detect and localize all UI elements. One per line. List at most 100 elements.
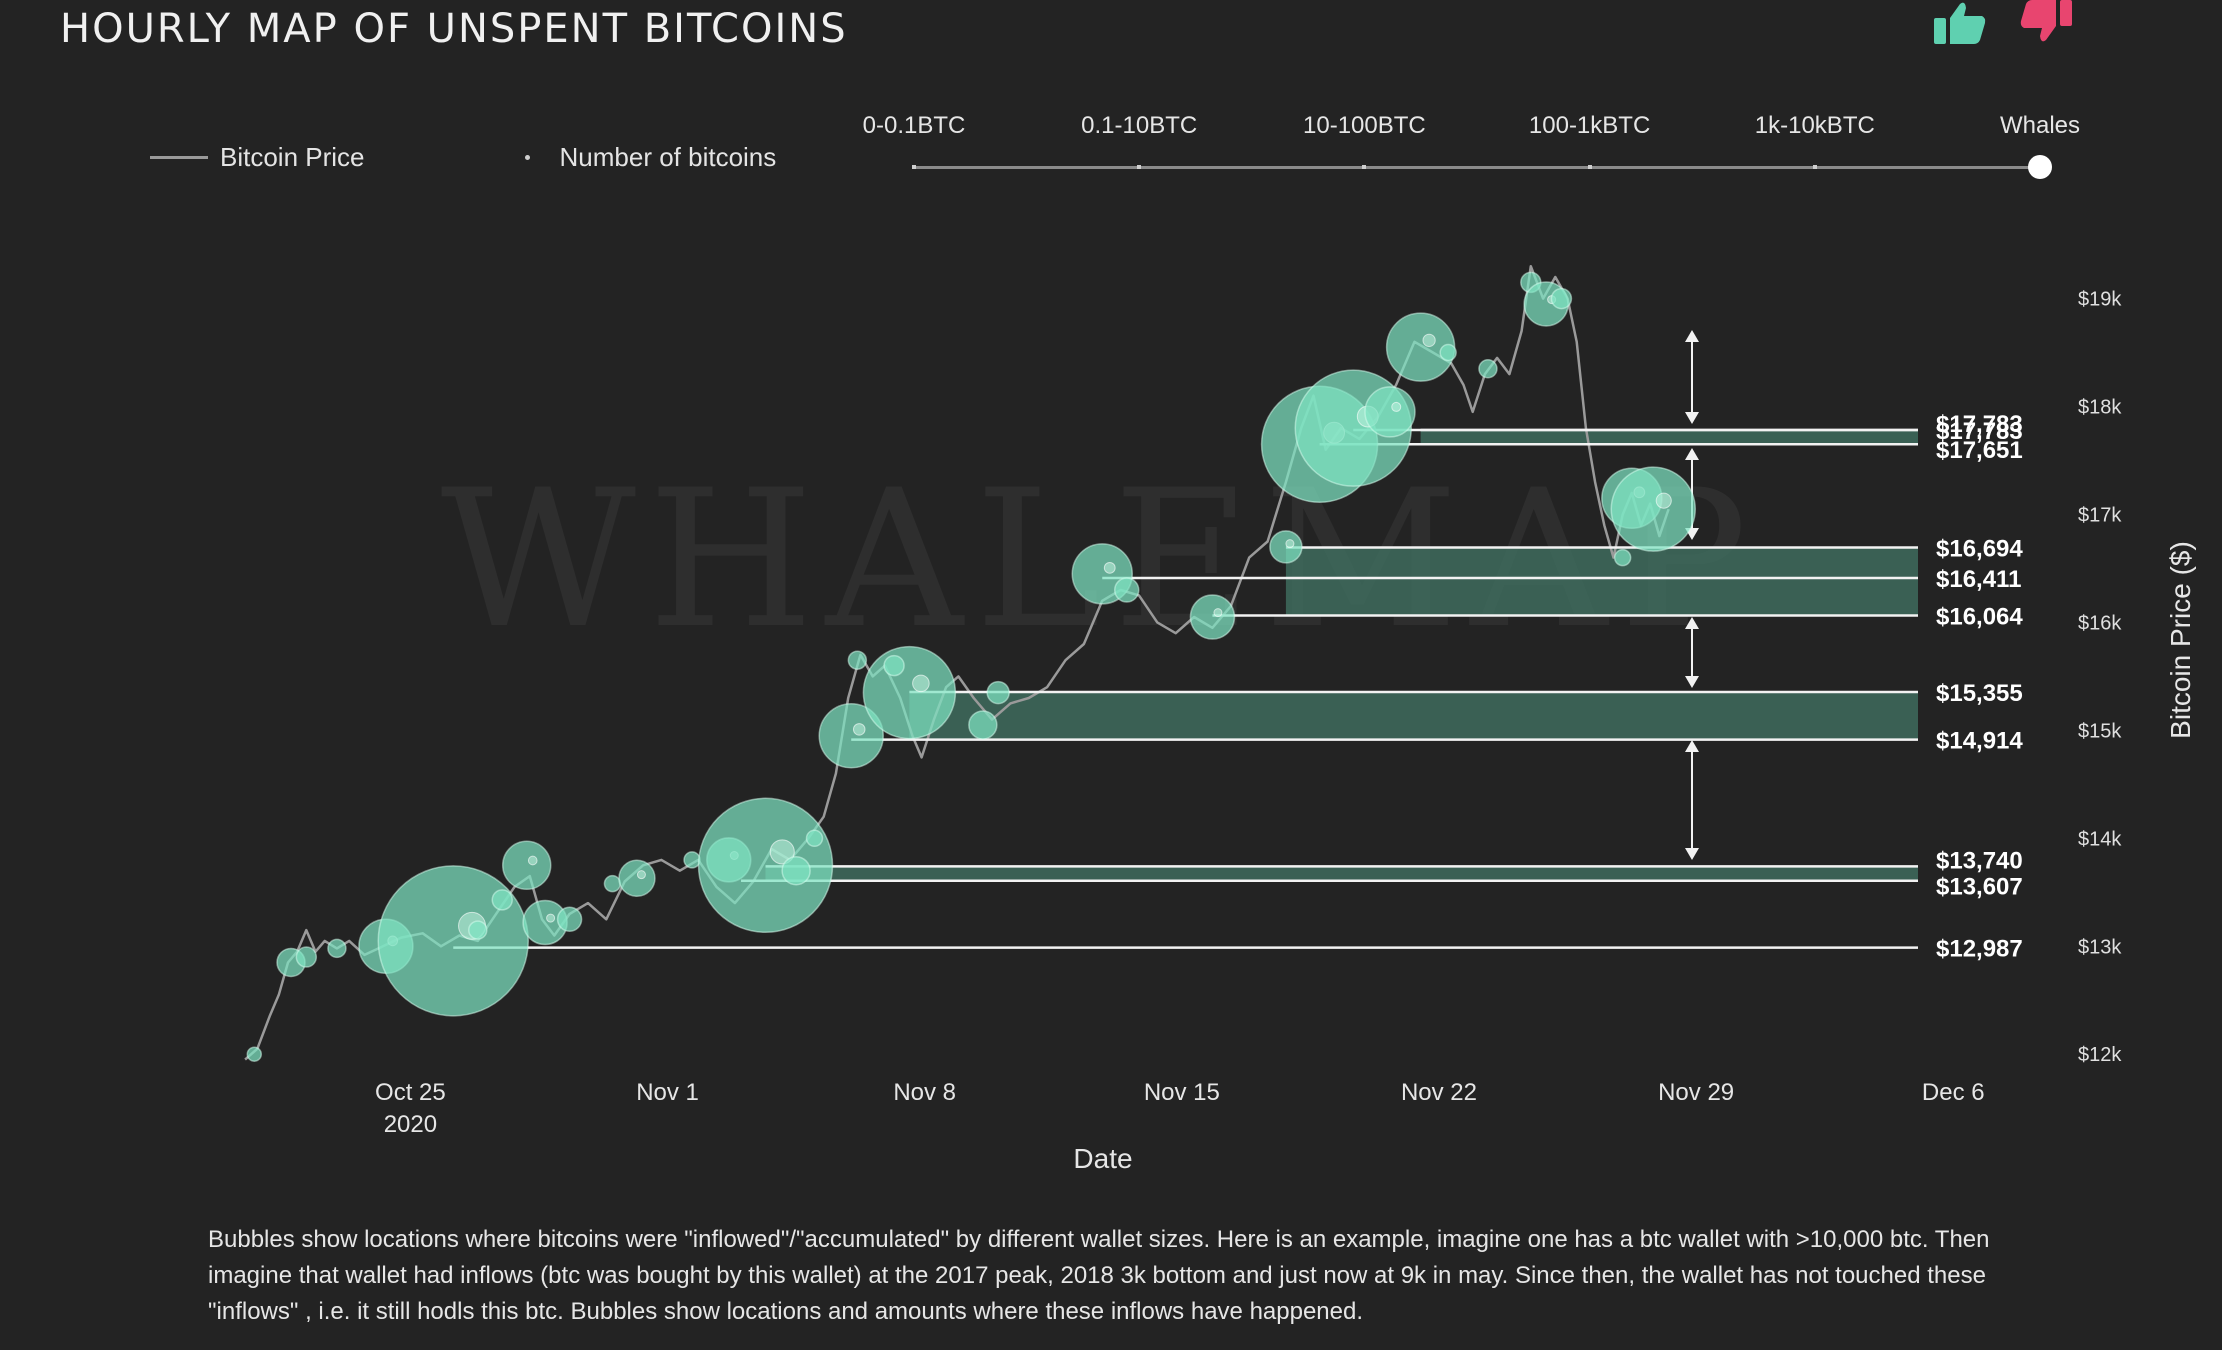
size-option-2[interactable]: 10-100BTC bbox=[1303, 112, 1426, 139]
bubble-marker[interactable] bbox=[968, 710, 998, 740]
bubble-marker[interactable] bbox=[697, 797, 834, 934]
legend-bubbles-label[interactable]: Number of bitcoins bbox=[559, 142, 777, 172]
bubble-marker[interactable] bbox=[847, 650, 868, 670]
slider-tick[interactable] bbox=[1362, 165, 1367, 169]
bubble-inner-marker[interactable] bbox=[1391, 401, 1402, 412]
support-band bbox=[1420, 429, 1918, 445]
bubble-inner-marker[interactable] bbox=[852, 723, 866, 736]
size-option-4[interactable]: 1k-10kBTC bbox=[1754, 112, 1875, 139]
gap-arrow-head-up bbox=[1685, 448, 1699, 460]
x-tick-label: Nov 1 bbox=[636, 1079, 699, 1106]
x-axis-title: Date bbox=[1073, 1143, 1132, 1174]
bubble-marker[interactable] bbox=[603, 874, 622, 893]
slider-tick[interactable] bbox=[1587, 165, 1592, 169]
bubble-marker[interactable] bbox=[1613, 548, 1632, 567]
level-label: $13,740 bbox=[1936, 847, 2023, 874]
bubble-marker[interactable] bbox=[805, 829, 824, 848]
bubble-marker[interactable] bbox=[556, 906, 583, 933]
bubble-inner-marker[interactable] bbox=[1422, 333, 1436, 347]
bubble-marker[interactable] bbox=[1610, 466, 1697, 552]
bubble-marker[interactable] bbox=[295, 946, 318, 968]
bubble-marker[interactable] bbox=[986, 680, 1010, 705]
bubble-marker[interactable] bbox=[883, 654, 905, 677]
x-tick-label: Nov 15 bbox=[1144, 1079, 1220, 1106]
bubble-marker[interactable] bbox=[377, 865, 530, 1017]
bubble-marker[interactable] bbox=[1189, 594, 1236, 640]
x-tick-label: Nov 29 bbox=[1658, 1079, 1734, 1106]
feedback-buttons bbox=[1934, 0, 2072, 44]
thumbs-up-icon[interactable] bbox=[1934, 0, 1986, 44]
slider-tick[interactable] bbox=[1812, 165, 1817, 169]
y-tick-label: $13k bbox=[2078, 936, 2122, 958]
wallet-size-slider[interactable]: 0-0.1BTC 0.1-10BTC 10-100BTC 100-1kBTC 1k-10… bbox=[862, 108, 2092, 188]
bubble-marker[interactable] bbox=[327, 938, 347, 959]
y-tick-label: $15k bbox=[2078, 720, 2122, 742]
bubble-inner-marker[interactable] bbox=[546, 913, 556, 923]
level-label: $15,355 bbox=[1936, 680, 2023, 707]
level-label: $17,783 bbox=[1936, 411, 2023, 438]
bubble-inner-marker[interactable] bbox=[636, 870, 646, 880]
level-label: $16,064 bbox=[1936, 604, 2023, 631]
bubble-marker[interactable] bbox=[683, 851, 701, 869]
bubble-marker[interactable] bbox=[1364, 386, 1416, 438]
x-tick-sublabel: 2020 bbox=[384, 1111, 437, 1138]
level-label: $12,987 bbox=[1936, 936, 2023, 963]
thumbs-down-icon[interactable] bbox=[2020, 0, 2072, 44]
size-option-5[interactable]: Whales bbox=[1999, 112, 2081, 139]
bubble-inner-marker[interactable] bbox=[1285, 539, 1295, 549]
bubble-marker[interactable] bbox=[1439, 343, 1457, 362]
bubble-marker[interactable] bbox=[862, 645, 957, 740]
bubble-marker[interactable] bbox=[1269, 530, 1303, 564]
support-band bbox=[765, 866, 1918, 881]
bubble-inner-marker[interactable] bbox=[1213, 608, 1223, 618]
bubble-marker[interactable] bbox=[491, 889, 513, 911]
bubble-marker[interactable] bbox=[1550, 287, 1573, 310]
level-label: $17,651 bbox=[1936, 437, 2023, 464]
support-band bbox=[909, 692, 1918, 740]
bubble-marker[interactable] bbox=[618, 859, 656, 898]
bubble-marker[interactable] bbox=[246, 1046, 263, 1062]
x-tick-label: Nov 22 bbox=[1401, 1079, 1477, 1106]
price-line-swatch[interactable] bbox=[150, 156, 208, 159]
chart-footnote: Bubbles show locations where bitcoins we… bbox=[208, 1226, 1990, 1325]
y-axis-title: Bitcoin Price ($) bbox=[2165, 541, 2196, 739]
bubble-marker[interactable] bbox=[818, 703, 884, 769]
gap-arrow-head-up bbox=[1685, 740, 1699, 752]
x-tick-label: Dec 6 bbox=[1922, 1079, 1985, 1106]
gap-arrow-head-up bbox=[1685, 617, 1699, 629]
slider-tick[interactable] bbox=[912, 165, 916, 169]
slider-handle[interactable] bbox=[2028, 155, 2052, 179]
bubble-inner-marker[interactable] bbox=[769, 839, 795, 865]
bubble-marker[interactable] bbox=[468, 920, 488, 940]
size-option-1[interactable]: 0.1-10BTC bbox=[1081, 112, 1198, 139]
bubble-inner-marker[interactable] bbox=[1655, 492, 1672, 509]
gap-arrow-head-down bbox=[1685, 412, 1699, 424]
bubble-inner-marker[interactable] bbox=[527, 855, 538, 866]
size-option-3[interactable]: 100-1kBTC bbox=[1528, 112, 1651, 139]
gap-arrow-head-down bbox=[1685, 676, 1699, 688]
size-option-0[interactable]: 0-0.1BTC bbox=[862, 112, 966, 139]
bubble-inner-marker[interactable] bbox=[1103, 561, 1116, 574]
level-label: $14,914 bbox=[1936, 728, 2023, 755]
page-title: HOURLY MAP OF UNSPENT BITCOINS bbox=[60, 6, 848, 52]
level-label: $16,694 bbox=[1936, 536, 2023, 563]
legend-price-label[interactable]: Bitcoin Price bbox=[220, 142, 365, 172]
y-tick-label: $19k bbox=[2078, 289, 2122, 311]
slider-track[interactable] bbox=[914, 166, 2040, 169]
y-tick-label: $14k bbox=[2078, 828, 2122, 850]
bubble-inner-marker[interactable] bbox=[912, 674, 930, 693]
gap-arrow-head-up bbox=[1685, 330, 1699, 342]
bubble-marker[interactable] bbox=[1113, 577, 1140, 603]
level-label: $17,783 bbox=[1936, 418, 2023, 445]
bubble-marker[interactable] bbox=[781, 855, 811, 886]
price-chart: WHALEMAP$17,783$17,783$17,651$16,694$16,… bbox=[244, 264, 2196, 1174]
y-tick-label: $12k bbox=[2078, 1044, 2122, 1066]
slider-tick[interactable] bbox=[1137, 165, 1142, 169]
chart-legend: Bitcoin Price Number of bitcoins bbox=[150, 142, 776, 173]
bubble-dot-swatch[interactable] bbox=[524, 155, 530, 160]
bubble-marker[interactable] bbox=[501, 840, 552, 891]
y-tick-label: $16k bbox=[2078, 612, 2122, 634]
bubble-marker[interactable] bbox=[1478, 358, 1498, 379]
x-tick-label: Oct 25 bbox=[375, 1079, 446, 1106]
y-tick-label: $18k bbox=[2078, 397, 2122, 419]
